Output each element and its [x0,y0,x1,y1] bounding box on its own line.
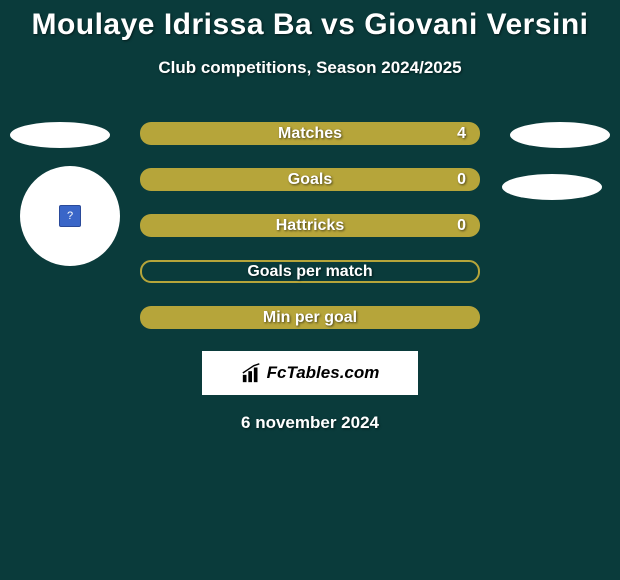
badge-glyph: ? [67,210,73,222]
comparison-card: Moulaye Idrissa Ba vs Giovani Versini Cl… [0,0,620,433]
stat-label: Matches [278,125,342,143]
player-right-ellipse-2 [502,174,602,200]
stat-row-hattricks: Hattricks 0 [140,214,480,237]
stat-label: Goals [288,171,332,189]
stat-value: 0 [457,217,466,235]
stat-row-min-per-goal: Min per goal [140,306,480,329]
branding-box: FcTables.com [202,351,418,395]
stat-row-matches: Matches 4 [140,122,480,145]
player-left-ellipse [10,122,110,148]
page-subtitle: Club competitions, Season 2024/2025 [0,58,620,78]
stat-value: 0 [457,171,466,189]
main-area: ? Matches 4 Goals 0 Hattricks 0 Goals pe… [0,122,620,433]
player-right-ellipse-1 [510,122,610,148]
stat-label: Min per goal [263,309,357,327]
stat-label: Hattricks [276,217,344,235]
page-title: Moulaye Idrissa Ba vs Giovani Versini [0,8,620,42]
stat-label: Goals per match [247,263,372,281]
chart-icon [241,362,263,384]
brand-text: FcTables.com [267,363,380,383]
team-badge-icon: ? [59,205,81,227]
footer-date: 6 november 2024 [0,413,620,433]
team-badge: ? [20,166,120,266]
stat-row-goals-per-match: Goals per match [140,260,480,283]
stats-list: Matches 4 Goals 0 Hattricks 0 Goals per … [140,122,480,329]
stat-value: 4 [457,125,466,143]
stat-row-goals: Goals 0 [140,168,480,191]
